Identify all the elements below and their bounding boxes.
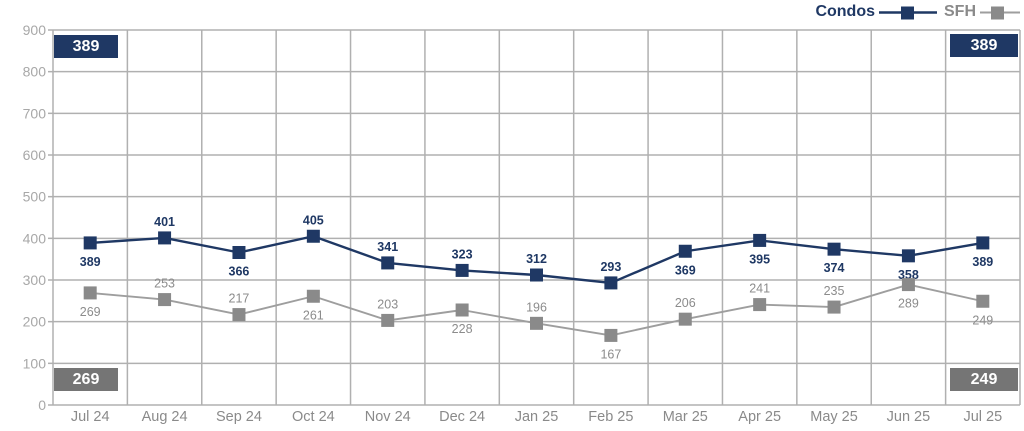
value-label-condos-10: 374 xyxy=(824,261,845,275)
marker-sfh-8 xyxy=(678,312,692,326)
y-axis-label: 300 xyxy=(23,272,47,288)
marker-condos-10 xyxy=(827,242,841,256)
marker-condos-0 xyxy=(83,236,97,250)
x-axis-label: Nov 24 xyxy=(365,409,411,425)
marker-sfh-2 xyxy=(232,308,246,322)
value-label-condos-5: 323 xyxy=(452,247,473,261)
marker-sfh-7 xyxy=(604,328,618,342)
marker-sfh-11 xyxy=(901,278,915,292)
marker-condos-6 xyxy=(530,268,543,282)
marker-condos-12 xyxy=(976,236,990,250)
x-axis-label: Sep 24 xyxy=(216,409,262,425)
value-label-sfh-5: 228 xyxy=(452,322,473,336)
value-label-sfh-6: 196 xyxy=(526,300,547,314)
x-axis-label: Jan 25 xyxy=(515,409,559,425)
marker-sfh-12 xyxy=(976,294,990,308)
marker-condos-8 xyxy=(678,244,692,258)
highlight-badge-sfh-last: 249 xyxy=(950,368,1018,391)
value-label-sfh-8: 206 xyxy=(675,296,696,310)
marker-condos-11 xyxy=(901,249,915,263)
x-axis-label: Oct 24 xyxy=(292,409,335,425)
y-axis-label: 800 xyxy=(23,64,47,80)
marker-sfh-0 xyxy=(83,286,97,300)
legend-label-sfh: SFH xyxy=(944,3,976,20)
x-axis-label: May 25 xyxy=(810,409,858,425)
marker-condos-5 xyxy=(455,263,469,277)
y-axis-label: 200 xyxy=(23,314,47,330)
marker-condos-1 xyxy=(158,231,172,245)
legend-label-condos: Condos xyxy=(815,3,875,20)
marker-condos-3 xyxy=(306,229,320,243)
value-label-condos-6: 312 xyxy=(526,252,547,266)
value-label-condos-9: 395 xyxy=(749,252,770,266)
value-label-condos-7: 293 xyxy=(600,260,621,274)
legend: Condos SFH xyxy=(815,3,1020,21)
marker-sfh-3 xyxy=(306,289,320,303)
value-label-condos-8: 369 xyxy=(675,263,696,277)
marker-sfh-4 xyxy=(381,313,395,327)
value-label-sfh-0: 269 xyxy=(80,305,101,319)
x-axis-label: Mar 25 xyxy=(663,409,708,425)
value-label-condos-12: 389 xyxy=(972,255,993,269)
highlight-badge-condos-first: 389 xyxy=(54,35,118,58)
value-label-condos-1: 401 xyxy=(154,215,175,229)
x-axis-label: Jul 25 xyxy=(963,409,1002,425)
condos-line-marker-icon xyxy=(879,6,937,19)
legend-item-sfh: SFH xyxy=(944,3,1020,21)
value-label-sfh-11: 289 xyxy=(898,297,919,311)
marker-sfh-10 xyxy=(827,300,841,314)
value-label-condos-4: 341 xyxy=(377,240,398,254)
x-axis-label: Dec 24 xyxy=(439,409,485,425)
x-axis-label: Apr 25 xyxy=(738,409,781,425)
value-label-sfh-7: 167 xyxy=(600,347,621,361)
marker-condos-2 xyxy=(232,246,246,259)
marker-sfh-9 xyxy=(753,298,767,312)
marker-condos-9 xyxy=(753,233,767,247)
value-label-sfh-12: 249 xyxy=(972,313,993,327)
marker-condos-4 xyxy=(381,256,395,270)
y-axis-label: 600 xyxy=(23,147,47,163)
marker-sfh-1 xyxy=(158,293,172,307)
y-axis-label: 500 xyxy=(23,189,47,205)
legend-item-condos: Condos xyxy=(815,3,937,21)
x-axis-label: Aug 24 xyxy=(142,409,188,425)
x-axis-label: Jul 24 xyxy=(71,409,110,425)
y-axis-label: 100 xyxy=(23,355,47,371)
marker-condos-7 xyxy=(604,276,618,290)
value-label-condos-2: 366 xyxy=(229,265,250,279)
value-label-sfh-1: 253 xyxy=(154,277,175,291)
marker-sfh-5 xyxy=(455,303,469,317)
y-axis-label: 0 xyxy=(38,397,46,413)
value-label-condos-3: 405 xyxy=(303,213,324,227)
value-label-sfh-9: 241 xyxy=(749,282,770,296)
marker-sfh-6 xyxy=(530,316,543,330)
y-axis-label: 900 xyxy=(23,22,47,38)
highlight-badge-condos-last: 389 xyxy=(950,34,1018,57)
value-label-sfh-4: 203 xyxy=(377,297,398,311)
value-label-sfh-3: 261 xyxy=(303,308,324,322)
value-label-sfh-2: 217 xyxy=(229,292,250,306)
y-axis-label: 400 xyxy=(23,230,47,246)
highlight-badge-sfh-first: 269 xyxy=(54,368,118,391)
value-label-condos-0: 389 xyxy=(80,255,101,269)
value-label-sfh-10: 235 xyxy=(824,284,845,298)
y-axis-label: 700 xyxy=(23,105,47,121)
sfh-line-marker-icon xyxy=(980,6,1020,19)
x-axis-label: Feb 25 xyxy=(588,409,633,425)
x-axis-label: Jun 25 xyxy=(887,409,931,425)
